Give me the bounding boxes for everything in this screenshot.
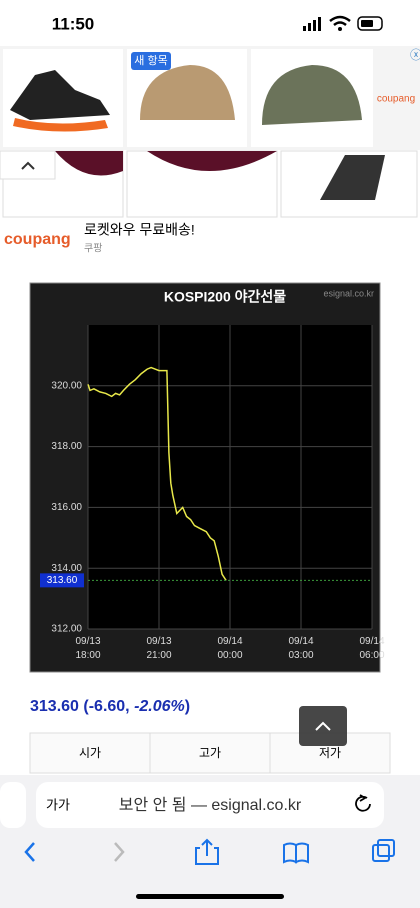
source: esignal.co.kr	[323, 288, 374, 298]
x-tick-label: 09/14 00:00	[217, 636, 242, 661]
table-header: 시가	[79, 746, 101, 760]
product	[55, 151, 123, 176]
y-tick-label: 316.00	[51, 502, 82, 513]
share[interactable]	[195, 838, 219, 865]
product	[147, 151, 277, 171]
ad-headline[interactable]: 로켓와우 무료배송!	[84, 222, 195, 238]
shoe-sole	[13, 118, 108, 132]
ad-close[interactable]: ⓧ	[410, 48, 420, 62]
y-tick-label: 312.00	[51, 624, 82, 635]
address[interactable]: 보안 안 됨 — esignal.co.kr	[119, 796, 302, 814]
price-line	[87, 366, 227, 581]
x-tick-label: 09/13 18:00	[75, 636, 100, 661]
last-value-box	[40, 573, 84, 588]
table-header: 저가	[319, 746, 341, 760]
chart: 312.00 314.00 316.00 318.00 320.00 09/13 18:00…	[40, 325, 385, 661]
battery-level	[361, 20, 373, 27]
back[interactable]	[24, 842, 35, 862]
badge-bg	[131, 52, 171, 70]
signal	[303, 17, 321, 31]
wifi	[329, 15, 351, 27]
brand-small: coupang	[377, 94, 415, 105]
forward	[114, 842, 125, 862]
cap	[140, 65, 235, 120]
home-indicator	[136, 894, 284, 899]
collapse-button[interactable]	[0, 150, 56, 180]
shoe	[10, 70, 110, 120]
chevron	[315, 721, 331, 731]
battery	[357, 16, 383, 31]
x-tick-label: 09/14 03:00	[288, 636, 313, 661]
tab-peek[interactable]	[0, 782, 26, 828]
x-tick-label: 09/13 21:00	[146, 636, 171, 661]
cap	[262, 65, 362, 125]
y-tick-label: 318.00	[51, 441, 82, 452]
y-tick-label: 314.00	[51, 563, 82, 574]
wifi-dot	[338, 27, 342, 31]
table-header: 고가	[199, 746, 221, 760]
product	[320, 155, 385, 200]
badge: 새 항목	[134, 54, 167, 67]
address-bar[interactable]	[36, 782, 384, 828]
tabs[interactable]	[377, 839, 395, 857]
brand-logo: coupang	[4, 231, 71, 248]
tabs[interactable]	[372, 844, 390, 862]
chart-title: KOSPI200 야간선물	[164, 289, 286, 305]
scroll-top[interactable]	[299, 706, 347, 746]
quote: 313.60 (-6.60, -2.06%)	[30, 698, 190, 715]
x-tick-label: 09/14 06:00	[359, 636, 384, 661]
text-size[interactable]: 가가	[46, 797, 70, 812]
ad-sub: 쿠팡	[84, 243, 102, 255]
bookmarks[interactable]	[283, 842, 309, 864]
last-value-label: 313.60	[47, 575, 78, 586]
chevron	[21, 161, 35, 170]
clock: 11:50	[52, 14, 95, 33]
y-tick-label: 320.00	[51, 380, 82, 391]
reload[interactable]	[355, 794, 371, 812]
